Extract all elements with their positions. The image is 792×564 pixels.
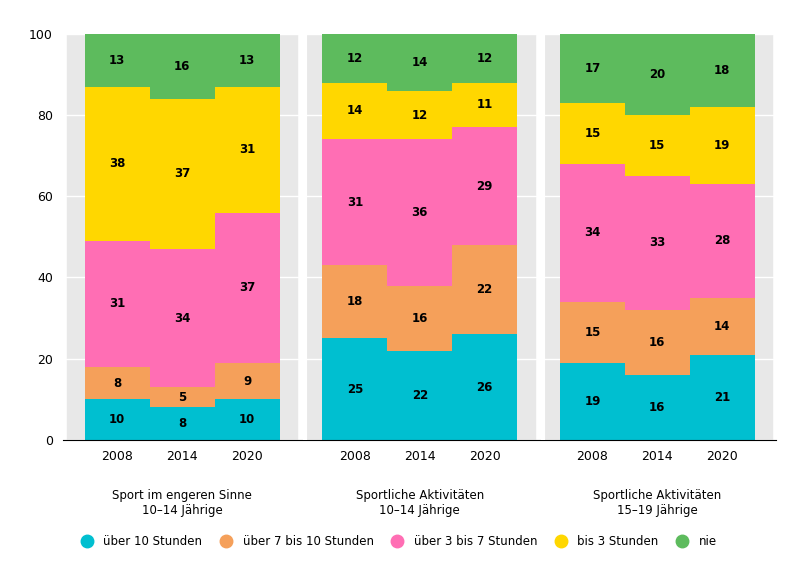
Text: 8: 8 (113, 377, 121, 390)
Text: 15: 15 (584, 127, 600, 140)
Text: 34: 34 (174, 311, 190, 325)
Text: 11: 11 (477, 98, 493, 112)
Text: 13: 13 (109, 54, 125, 67)
Bar (215, 213, 280, 363)
Text: 29: 29 (477, 179, 493, 193)
Bar (625, 115, 690, 176)
Text: 12: 12 (477, 52, 493, 65)
Bar (452, 34, 517, 82)
Text: 9: 9 (243, 374, 251, 387)
Text: 13: 13 (239, 54, 255, 67)
Text: 33: 33 (649, 236, 665, 249)
Bar (560, 103, 625, 164)
Bar (690, 355, 755, 440)
Text: 14: 14 (347, 104, 363, 117)
Text: 15: 15 (649, 139, 665, 152)
Text: 25: 25 (347, 382, 363, 396)
Bar (387, 91, 452, 139)
Text: 37: 37 (174, 168, 190, 180)
Text: Sportliche Aktivitäten
10–14 Jährige: Sportliche Aktivitäten 10–14 Jährige (356, 488, 484, 517)
Text: 21: 21 (714, 391, 730, 404)
Text: 19: 19 (584, 395, 600, 408)
Bar (690, 298, 755, 355)
Bar (150, 407, 215, 440)
Text: 37: 37 (239, 281, 255, 294)
Text: 8: 8 (178, 417, 186, 430)
Bar (387, 139, 452, 285)
Text: 14: 14 (412, 56, 428, 69)
Text: 18: 18 (347, 296, 363, 309)
Bar (150, 249, 215, 387)
Bar (322, 82, 387, 139)
Bar (85, 34, 150, 87)
Bar (560, 164, 625, 302)
Text: 38: 38 (109, 157, 125, 170)
Bar (85, 241, 150, 367)
Text: 31: 31 (109, 297, 125, 310)
Bar (215, 399, 280, 440)
Text: 31: 31 (347, 196, 363, 209)
Bar (560, 302, 625, 363)
Bar (625, 34, 690, 115)
Bar (150, 99, 215, 249)
Bar (387, 34, 452, 91)
Bar (690, 184, 755, 298)
Text: 16: 16 (174, 60, 190, 73)
Bar (215, 363, 280, 399)
Text: 16: 16 (649, 401, 665, 414)
Bar (322, 338, 387, 440)
Bar (322, 139, 387, 265)
Text: 10: 10 (239, 413, 255, 426)
Text: 16: 16 (412, 311, 428, 325)
Text: 22: 22 (477, 283, 493, 296)
Text: 14: 14 (714, 320, 730, 333)
Bar (85, 399, 150, 440)
Bar (387, 351, 452, 440)
Bar (452, 334, 517, 440)
Text: Sport im engeren Sinne
10–14 Jährige: Sport im engeren Sinne 10–14 Jährige (112, 488, 252, 517)
Text: 16: 16 (649, 336, 665, 349)
Bar (322, 34, 387, 82)
Bar (543, 34, 772, 440)
Text: 5: 5 (178, 391, 186, 404)
Text: 19: 19 (714, 139, 730, 152)
Bar (150, 387, 215, 407)
Text: 22: 22 (412, 389, 428, 402)
Text: 15: 15 (584, 326, 600, 339)
Bar (560, 34, 625, 103)
Bar (625, 176, 690, 310)
Bar (452, 127, 517, 245)
Text: 34: 34 (584, 226, 600, 239)
Bar (452, 245, 517, 334)
Bar (305, 34, 535, 440)
Bar (67, 34, 297, 440)
Text: 20: 20 (649, 68, 665, 81)
Text: Sportliche Aktivitäten
15–19 Jährige: Sportliche Aktivitäten 15–19 Jährige (593, 488, 722, 517)
Text: 26: 26 (477, 381, 493, 394)
Legend: über 10 Stunden, über 7 bis 10 Stunden, über 3 bis 7 Stunden, bis 3 Stunden, nie: über 10 Stunden, über 7 bis 10 Stunden, … (70, 530, 722, 553)
Text: 36: 36 (412, 206, 428, 219)
Bar (85, 367, 150, 399)
Text: 12: 12 (347, 52, 363, 65)
Bar (452, 82, 517, 127)
Text: 17: 17 (584, 62, 600, 75)
Text: 10: 10 (109, 413, 125, 426)
Bar (690, 107, 755, 184)
Bar (625, 375, 690, 440)
Bar (322, 265, 387, 338)
Bar (690, 34, 755, 107)
Bar (215, 87, 280, 213)
Text: 18: 18 (714, 64, 730, 77)
Bar (387, 285, 452, 351)
Bar (215, 34, 280, 87)
Text: 12: 12 (412, 108, 428, 122)
Text: 31: 31 (239, 143, 255, 156)
Bar (150, 34, 215, 99)
Bar (85, 87, 150, 241)
Bar (560, 363, 625, 440)
Text: 28: 28 (714, 235, 730, 248)
Bar (625, 310, 690, 375)
